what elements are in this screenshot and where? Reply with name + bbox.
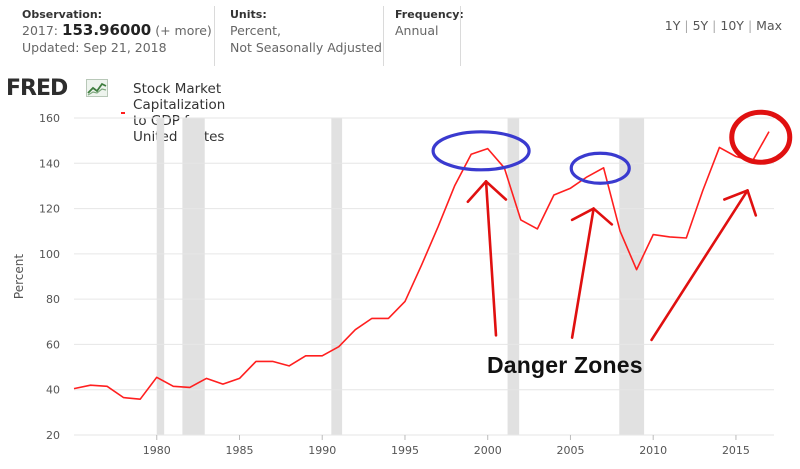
recession-band [182,118,205,435]
recession-band [507,118,520,435]
frequency-block: Frequency: Annual [395,8,464,39]
units-label: Units: [230,8,267,21]
observation-label: Observation: [22,8,103,21]
legend-swatch [121,112,126,114]
annotation-ellipse [431,130,531,172]
annotation-arrowhead [484,180,508,201]
danger-zones-annotation: Danger Zones [487,352,643,378]
units-line-2: Not Seasonally Adjusted [230,40,382,55]
frequency-label: Frequency: [395,8,464,21]
annotation-arrow [570,207,595,339]
divider [214,6,215,66]
x-tick-label: 2010 [639,444,667,457]
observation-year: 2017: [22,23,59,38]
series-meta-header: Observation: 2017: 153.96000 (+ more) Up… [0,0,800,72]
x-tick-label: 2015 [722,444,750,457]
updated-date: Updated: Sep 21, 2018 [22,40,167,55]
range-10y-button[interactable]: 10Y [720,18,744,33]
range-5y-button[interactable]: 5Y [692,18,709,33]
y-tick-label: 60 [46,338,60,351]
annotation-arrow [484,180,498,337]
observation-line: 2017: 153.96000 (+ more) [22,22,212,39]
x-tick-label: 2005 [556,444,584,457]
fred-logo: FRED [6,76,68,101]
y-tick-label: 160 [39,112,60,125]
annotation-arrowhead [723,189,749,201]
x-tick-label: 1980 [143,444,171,457]
divider [460,6,461,66]
line-chart: 20 40 60 80 100 120 140 160 Percent 1980 1985 1990… [12,109,793,457]
observation-block: Observation: 2017: 153.96000 (+ more) Up… [22,8,212,56]
chart-line-icon [86,79,108,97]
units-line-1: Percent, [230,23,282,38]
x-tick-label: 1985 [225,444,253,457]
y-axis-label: Percent [12,254,26,299]
x-tick-label: 1990 [308,444,336,457]
recession-band [619,118,645,435]
divider [383,6,384,66]
annotation-arrow [650,189,749,342]
frequency-value: Annual [395,23,439,38]
annotation-ellipse [569,151,631,185]
annotation-arrowhead [466,180,488,204]
y-tick-label: 40 [46,384,60,397]
recession-band [156,118,165,435]
annotation-arrowhead [592,207,614,226]
annotation-arrowhead [570,207,595,222]
y-tick-label: 140 [39,157,60,170]
annotation-circle [729,109,793,165]
observation-value: 153.96000 [62,21,152,39]
date-range-selector: 1Y | 5Y | 10Y | Max [664,18,782,33]
range-max-button[interactable]: Max [756,18,782,33]
series-line [73,131,770,401]
y-tick-label: 80 [46,293,60,306]
y-tick-label: 120 [39,203,60,216]
range-1y-button[interactable]: 1Y [664,18,681,33]
recession-band [331,118,343,435]
y-tick-label: 20 [46,429,60,442]
annotation-arrowhead [746,189,758,217]
observation-more-link[interactable]: (+ more) [155,23,212,38]
x-tick-label: 2000 [474,444,502,457]
y-tick-label: 100 [39,248,60,261]
x-tick-label: 1995 [391,444,419,457]
units-block: Units: Percent, Not Seasonally Adjusted [230,8,382,56]
